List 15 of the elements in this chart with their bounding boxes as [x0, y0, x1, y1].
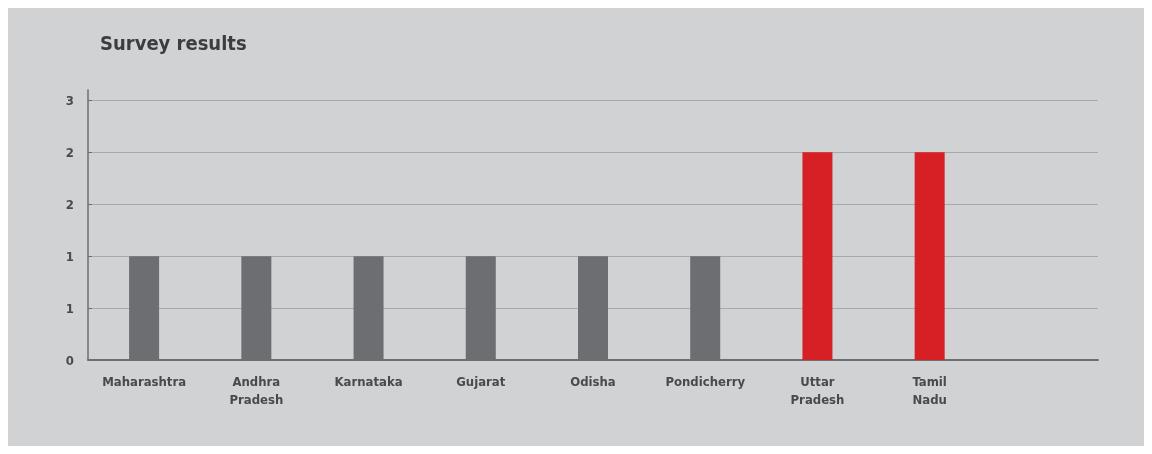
- y-tick-label: 2: [65, 144, 74, 160]
- x-tick-label: Andhra Pradesh: [229, 373, 284, 407]
- x-tick-label: Karnataka: [334, 373, 403, 389]
- x-tick-label: Pondicherry: [665, 373, 746, 389]
- x-tick-label: Uttar Pradesh: [790, 373, 845, 407]
- y-tick-label: 2: [65, 196, 74, 212]
- x-tick-label: Gujarat: [456, 373, 506, 389]
- y-tick-label: 1: [65, 300, 74, 316]
- y-tick-label: 0: [65, 352, 74, 368]
- y-tick-label: 3: [65, 92, 74, 108]
- x-tick-label: Tamil Nadu: [912, 373, 947, 407]
- y-tick-label: 1: [65, 248, 74, 264]
- chart-title: Survey results: [100, 31, 247, 55]
- x-tick-label: Maharashtra: [102, 373, 187, 389]
- x-tick-label: Odisha: [570, 373, 616, 389]
